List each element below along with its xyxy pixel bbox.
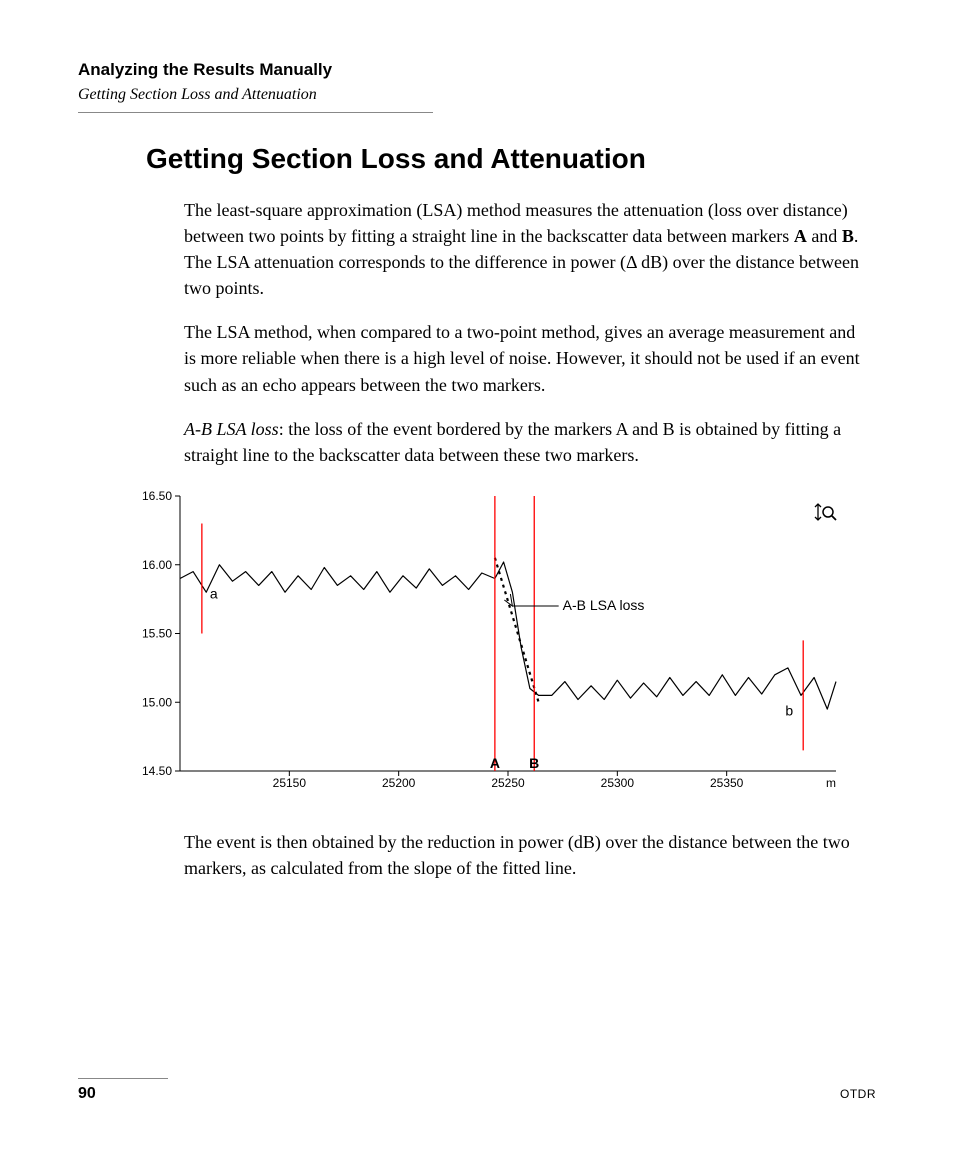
svg-text:b: b — [785, 702, 793, 718]
svg-text:25200: 25200 — [382, 776, 416, 790]
page-header: Analyzing the Results Manually Getting S… — [78, 60, 876, 113]
paragraph-1: The least-square approximation (LSA) met… — [184, 197, 866, 301]
svg-text:m: m — [826, 776, 836, 790]
svg-text:a: a — [210, 585, 218, 601]
p3-rest: : the loss of the event bordered by the … — [184, 419, 841, 465]
doc-tag: OTDR — [840, 1087, 876, 1101]
page-number: 90 — [78, 1085, 96, 1103]
p1-part-a: The least-square approximation (LSA) met… — [184, 200, 848, 246]
svg-text:25350: 25350 — [710, 776, 744, 790]
otdr-lsa-chart: 14.50 15.00 15.50 16.00 16.50 25150 25200 25250… — [126, 486, 876, 801]
page: Analyzing the Results Manually Getting S… — [0, 0, 954, 1159]
body-copy: The least-square approximation (LSA) met… — [184, 197, 866, 468]
marker-b-bold: B — [842, 226, 854, 246]
svg-text:A-B LSA loss: A-B LSA loss — [563, 597, 645, 613]
paragraph-3: A-B LSA loss: the loss of the event bord… — [184, 416, 866, 468]
chapter-title: Analyzing the Results Manually — [78, 60, 876, 80]
chart-svg: 14.50 15.00 15.50 16.00 16.50 25150 25200 25250… — [126, 486, 846, 801]
header-rule — [78, 112, 433, 113]
paragraph-2: The LSA method, when compared to a two-p… — [184, 319, 866, 397]
paragraph-4: The event is then obtained by the reduct… — [184, 829, 866, 881]
marker-a-bold: A — [794, 226, 807, 246]
svg-text:16.00: 16.00 — [142, 558, 172, 572]
footer-rule — [78, 1078, 168, 1079]
svg-text:25300: 25300 — [601, 776, 635, 790]
svg-text:25250: 25250 — [491, 776, 525, 790]
svg-text:15.00: 15.00 — [142, 695, 172, 709]
svg-text:25150: 25150 — [273, 776, 307, 790]
svg-text:A: A — [490, 755, 500, 771]
body-copy-after-chart: The event is then obtained by the reduct… — [184, 829, 866, 881]
p1-mid: and — [807, 226, 842, 246]
section-heading: Getting Section Loss and Attenuation — [146, 143, 876, 175]
svg-text:14.50: 14.50 — [142, 764, 172, 778]
svg-text:15.50: 15.50 — [142, 626, 172, 640]
section-subtitle: Getting Section Loss and Attenuation — [78, 86, 876, 104]
footer-row: 90 OTDR — [78, 1085, 876, 1103]
page-footer: 90 OTDR — [78, 1078, 876, 1103]
svg-text:16.50: 16.50 — [142, 489, 172, 503]
p3-term: A-B LSA loss — [184, 419, 279, 439]
svg-text:B: B — [529, 755, 539, 771]
